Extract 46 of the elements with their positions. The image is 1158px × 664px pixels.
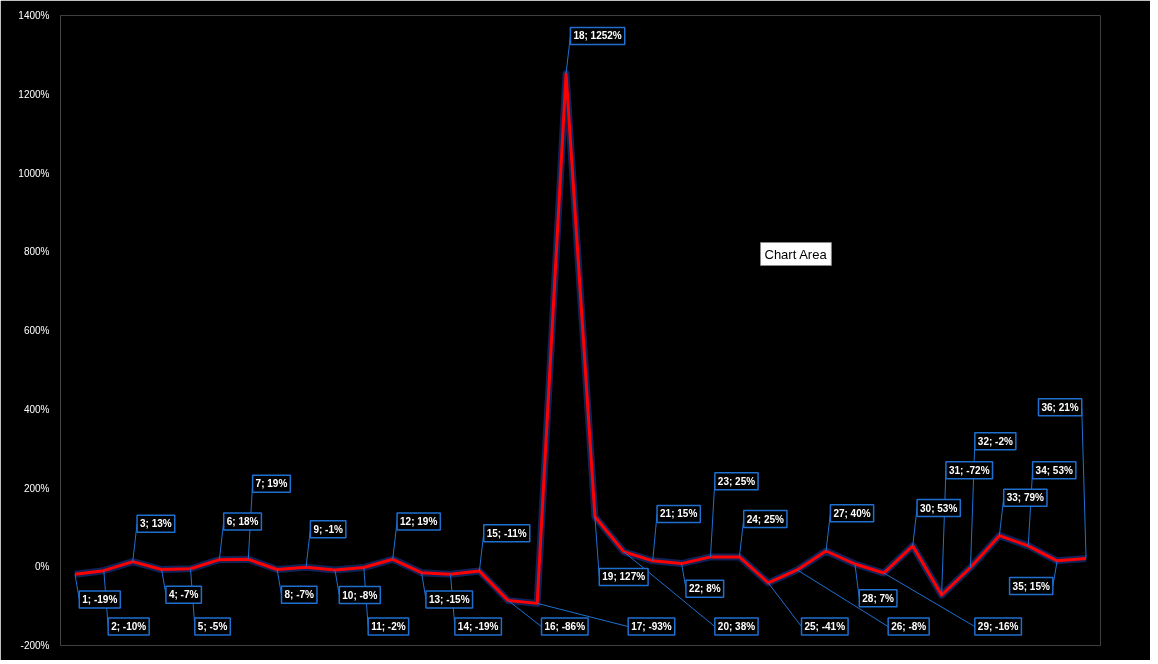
data-label: 32; -2% xyxy=(977,435,1013,447)
data-label: 36; 21% xyxy=(1041,401,1079,413)
data-label: 2; -10% xyxy=(111,621,147,633)
data-label: 27; 40% xyxy=(833,507,871,519)
data-label: 17; -93% xyxy=(631,621,672,633)
y-tick-label: 1400% xyxy=(18,10,50,21)
data-label: 14; -19% xyxy=(457,621,499,633)
data-label: 4; -7% xyxy=(168,589,199,601)
data-label: 11; -2% xyxy=(371,621,406,633)
data-label: 6; 18% xyxy=(226,515,259,527)
y-tick-label: 800% xyxy=(23,246,50,258)
data-label: 31; -72% xyxy=(948,464,990,476)
data-label: 25; -41% xyxy=(804,621,846,633)
y-tick-label: 1000% xyxy=(18,167,50,179)
y-tick-label: 1200% xyxy=(18,88,50,100)
data-label: 16; -86% xyxy=(544,621,586,633)
data-label: 9; -1% xyxy=(313,523,343,535)
data-label: 5; -5% xyxy=(197,621,228,633)
data-label: 24; 25% xyxy=(746,513,785,525)
data-label: 20; 38% xyxy=(717,621,756,633)
data-label: 13; -15% xyxy=(428,593,470,605)
data-label: 7; 19% xyxy=(255,478,288,490)
y-tick-label: 0% xyxy=(35,561,50,573)
data-label: 34; 53% xyxy=(1035,464,1073,476)
y-tick-label: 600% xyxy=(23,325,50,336)
data-label: 19; 127% xyxy=(602,571,646,583)
data-label: 18; 1252% xyxy=(573,30,622,42)
data-label: 21; 15% xyxy=(660,508,698,520)
data-label: 26; -8% xyxy=(891,621,927,633)
y-tick-label: -200% xyxy=(20,640,50,651)
data-label: 22; 8% xyxy=(688,583,721,595)
data-label: 12; 19% xyxy=(400,515,438,527)
data-label: 15; -11% xyxy=(486,527,527,539)
annotation: Chart Area xyxy=(764,246,828,262)
data-label: 1; -19% xyxy=(82,593,118,605)
data-label: 10; -8% xyxy=(342,589,378,601)
data-label: 35; 15% xyxy=(1012,580,1050,592)
data-label: 30; 53% xyxy=(920,502,958,514)
data-label: 29; -16% xyxy=(977,621,1019,633)
y-tick-label: 200% xyxy=(23,482,50,494)
y-tick-label: 400% xyxy=(23,403,50,415)
data-label: 8; -7% xyxy=(284,589,315,601)
data-label: 33; 79% xyxy=(1006,492,1045,504)
data-label: 23; 25% xyxy=(717,475,756,487)
data-label: 3; 13% xyxy=(140,518,172,530)
data-label: 28; 7% xyxy=(862,592,895,604)
